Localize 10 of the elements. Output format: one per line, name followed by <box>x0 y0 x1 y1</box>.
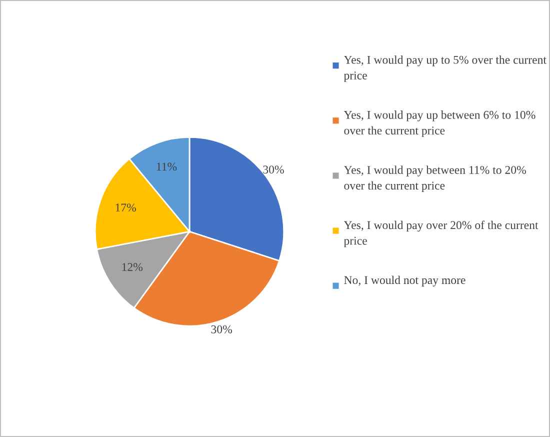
legend-label: Yes, I would pay up between 6% to 10% over the current price <box>344 110 536 137</box>
data-label: 11% <box>156 162 177 171</box>
data-label: 12% <box>122 263 143 272</box>
legend-label: Yes, I would pay between 11% to 20% over the current price <box>344 166 526 192</box>
legend-label: Yes, I would pay over 20% of the current price <box>344 220 538 248</box>
legend-label: No, I would not pay more <box>344 276 466 286</box>
data-label: 30% <box>263 166 284 174</box>
legend-label: Yes, I would pay up to 5% over the current price <box>344 56 546 82</box>
data-label: 30% <box>211 325 232 334</box>
data-label: 17% <box>116 204 136 212</box>
